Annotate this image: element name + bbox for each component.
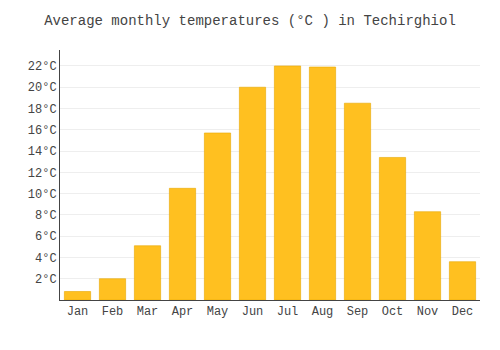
svg-text:Dec: Dec — [452, 305, 474, 319]
svg-text:Aug: Aug — [312, 305, 334, 319]
svg-text:Nov: Nov — [417, 305, 439, 319]
svg-text:22°C: 22°C — [28, 60, 57, 74]
svg-text:Oct: Oct — [382, 305, 404, 319]
svg-text:4°C: 4°C — [35, 252, 57, 266]
svg-text:Average monthly temperatures (: Average monthly temperatures (°C ) in Te… — [44, 13, 456, 29]
svg-text:Mar: Mar — [137, 305, 159, 319]
svg-text:6°C: 6°C — [35, 230, 57, 244]
svg-text:20°C: 20°C — [28, 81, 57, 95]
svg-text:16°C: 16°C — [28, 124, 57, 138]
svg-text:Apr: Apr — [172, 305, 194, 319]
svg-text:Jul: Jul — [277, 305, 299, 319]
svg-text:Jun: Jun — [242, 305, 264, 319]
svg-text:May: May — [207, 305, 229, 319]
svg-text:14°C: 14°C — [28, 145, 57, 159]
svg-text:Sep: Sep — [347, 305, 369, 319]
svg-text:Jan: Jan — [67, 305, 89, 319]
svg-text:Feb: Feb — [102, 305, 124, 319]
svg-text:12°C: 12°C — [28, 167, 57, 181]
svg-text:8°C: 8°C — [35, 209, 57, 223]
svg-text:10°C: 10°C — [28, 188, 57, 202]
svg-text:2°C: 2°C — [35, 273, 57, 287]
svg-text:18°C: 18°C — [28, 103, 57, 117]
